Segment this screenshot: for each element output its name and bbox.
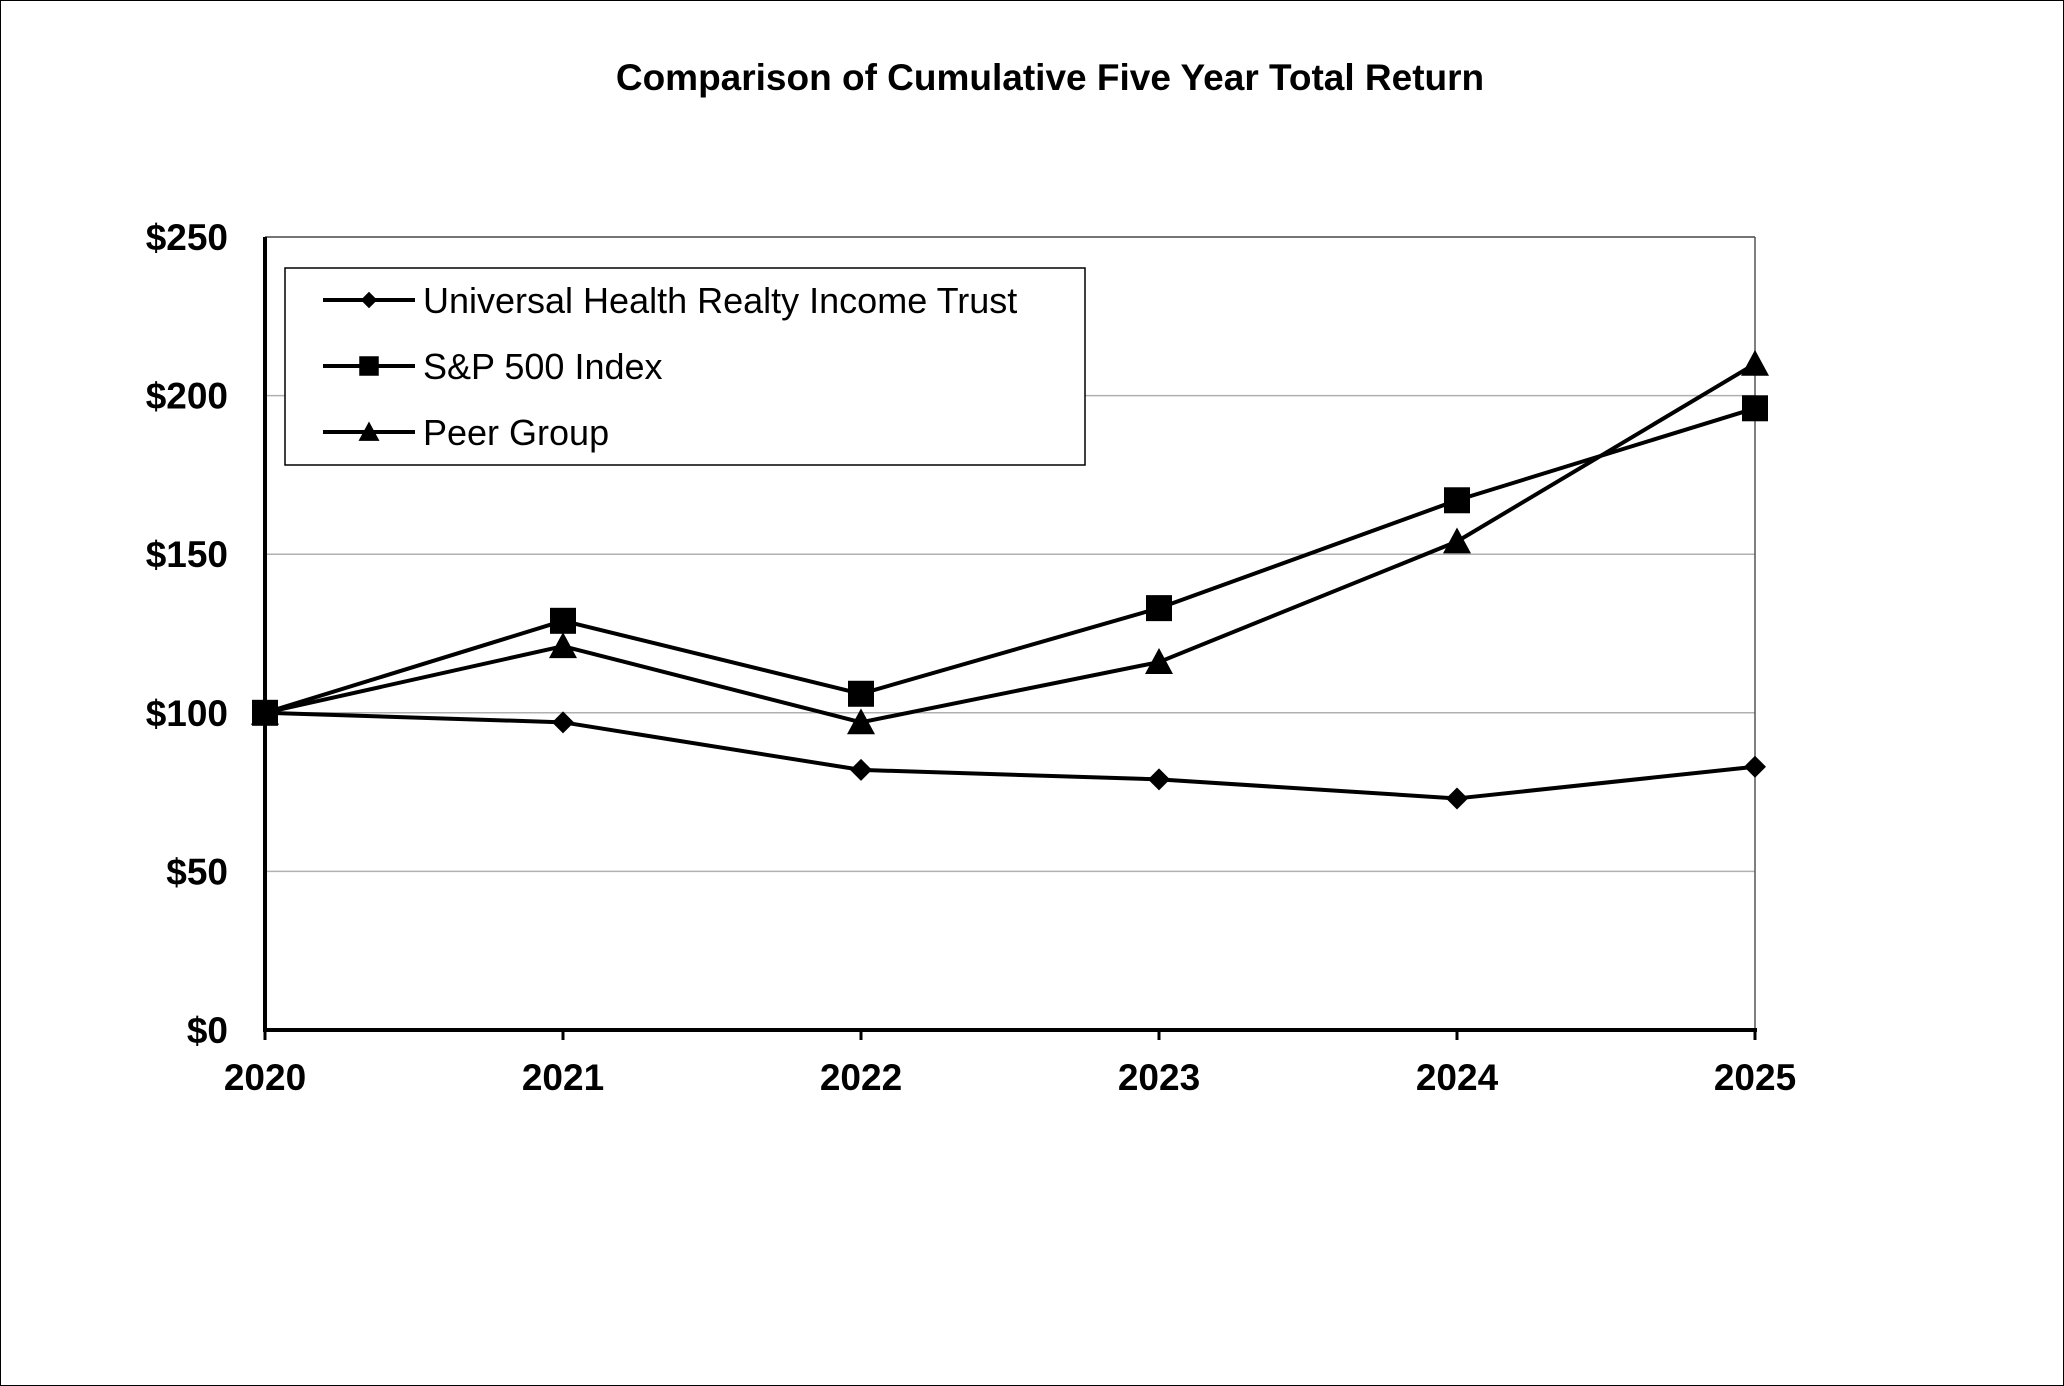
series-line-diamond — [264, 710, 1756, 801]
data-point-triangle — [549, 632, 577, 659]
data-point-triangle — [251, 698, 279, 725]
data-point-square — [848, 680, 874, 707]
x-tick-label: 2024 — [1416, 1057, 1499, 1098]
data-point-square — [1742, 395, 1768, 422]
series-triangle — [251, 349, 1769, 735]
legend-marker-triangle — [358, 421, 380, 441]
legend-label: Universal Health Realty Income Trust — [423, 280, 1017, 321]
data-point-square — [550, 607, 576, 634]
legend-item-diamond: Universal Health Realty Income Trust — [323, 280, 1017, 321]
data-point-square — [1444, 487, 1470, 514]
legend-label: S&P 500 Index — [423, 346, 663, 387]
x-tick-label: 2025 — [1714, 1057, 1796, 1098]
data-point-diamond — [850, 758, 872, 781]
data-point-triangle — [847, 708, 875, 735]
series-line-square — [264, 406, 1756, 715]
series-diamond — [254, 701, 1766, 810]
chart-title: Comparison of Cumulative Five Year Total… — [616, 57, 1484, 98]
data-point-triangle — [1741, 349, 1769, 376]
data-point-diamond — [552, 711, 574, 734]
y-tick-label: $100 — [146, 693, 228, 734]
y-tick-label: $0 — [187, 1010, 228, 1051]
data-point-triangle — [1145, 648, 1173, 674]
axes: $0 $50 $100 $150 $200 $250 2020 2021 2022 2023 202… — [146, 217, 1796, 1098]
legend-marker-square — [359, 356, 379, 376]
series-line-triangle — [264, 362, 1757, 725]
x-tick-label: 2020 — [224, 1057, 306, 1098]
data-point-square — [1146, 595, 1172, 622]
x-tick-label: 2023 — [1118, 1057, 1200, 1098]
series-lines — [251, 349, 1769, 810]
data-point-diamond — [1148, 768, 1170, 791]
y-tick-label: $50 — [166, 851, 228, 892]
data-point-triangle — [1443, 527, 1471, 554]
legend-item-triangle: Peer Group — [323, 412, 609, 453]
legend-marker-diamond — [360, 291, 378, 309]
x-tick-label: 2022 — [820, 1057, 902, 1098]
legend: Universal Health Realty Income Trust S&P … — [284, 267, 1086, 466]
legend-label: Peer Group — [423, 412, 609, 453]
y-tick-label: $150 — [146, 534, 228, 575]
y-tick-label: $250 — [146, 217, 228, 258]
data-point-diamond — [1744, 755, 1766, 778]
y-tick-label: $200 — [146, 376, 228, 417]
x-tick-label: 2021 — [522, 1057, 604, 1098]
legend-box — [284, 267, 1086, 466]
data-point-diamond — [1446, 787, 1468, 810]
legend-item-square: S&P 500 Index — [323, 346, 663, 387]
